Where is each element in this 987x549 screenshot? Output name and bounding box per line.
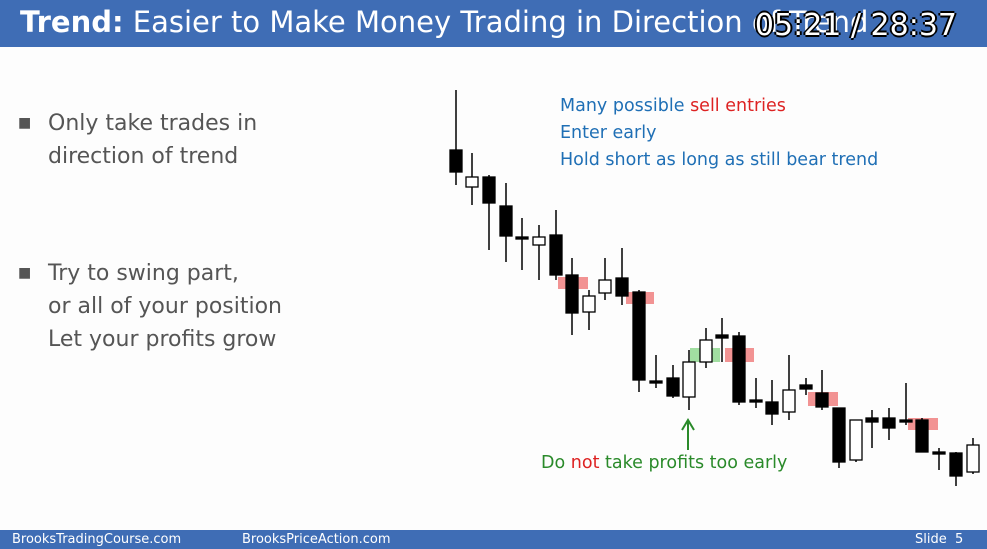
bullet: ■ Try to swing part, or all of your posi… [18,257,282,356]
candle-body [449,149,463,173]
note-text: Many possible [560,96,685,116]
candle-body [465,176,479,188]
notes: Many possible sell entries Enter early H… [560,93,878,174]
candle-body [882,417,896,429]
footer: BrooksTradingCourse.com BrooksPriceActio… [0,530,987,549]
candle-body [749,399,763,403]
candle-body [532,236,546,246]
note-highlight: sell entries [690,96,786,116]
caption: Do not take profits too early [541,453,787,473]
candle-body [699,339,713,363]
candle-body [949,452,963,477]
header: Trend: Easier to Make Money Trading in D… [0,0,987,47]
bullet-text: direction of trend [48,144,239,169]
candle-body [598,279,612,294]
candle-body [649,380,663,384]
footer-link: BrooksTradingCourse.com [12,532,182,547]
candle-body [515,236,529,240]
caption-text: Do [541,453,566,473]
timestamp: 05:21 / 28:37 [754,8,957,43]
note-text: Hold short as long as still bear trend [560,150,879,170]
candle-body [682,361,696,398]
candle-body [615,277,629,297]
bullet-text: Try to swing part, [48,261,239,286]
title: Easier to Make Money Trading in Directio… [132,5,869,39]
candle-body [849,419,863,461]
candle-body [482,176,496,204]
candle-body [966,444,980,473]
candle-body [815,392,829,408]
candle-body [865,417,879,423]
caption-highlight: not [570,453,600,473]
slide-number: Slide 5 [915,532,964,547]
caption-text: take profits too early [605,453,788,473]
candle-body [499,205,513,237]
candle-body [632,291,646,381]
bullet-text: or all of your position [48,294,282,319]
arrow-head [681,418,695,431]
candle-body [915,419,929,453]
candle-body [715,334,729,339]
candle-body [799,384,813,390]
candle-body [932,451,946,455]
candle-body [765,401,779,415]
candle-body [899,419,913,423]
candle-body [732,335,746,403]
footer-link: BrooksPriceAction.com [242,532,391,547]
candle-body [549,234,563,276]
bullet-text: Only take trades in [48,111,258,136]
candle-body [832,407,846,463]
note-text: Enter early [560,123,657,143]
bullet-text: Let your profits grow [48,327,277,352]
candle-body [565,274,579,314]
candle-body [666,377,680,397]
candle-body [782,389,796,413]
candle-body [582,295,596,313]
title-bold: Trend: [20,5,124,39]
bullet: ■ Only take trades in direction of trend [18,107,257,173]
